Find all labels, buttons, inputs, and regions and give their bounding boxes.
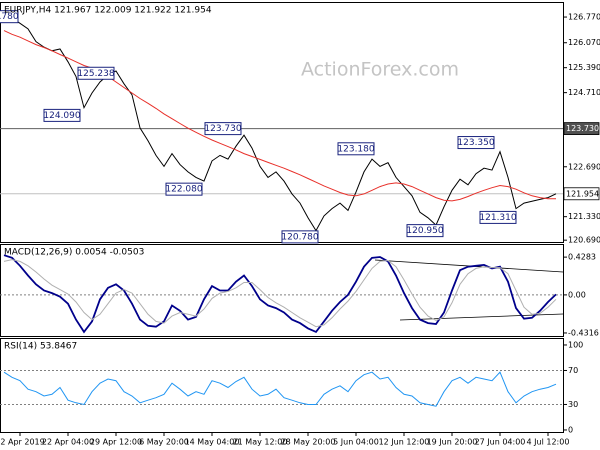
annotation-label: 122.080 (165, 185, 202, 195)
level-label: 123.730 (566, 124, 599, 133)
annotation-label: 126.780 (0, 12, 19, 22)
annotation-label: 121.310 (479, 213, 516, 223)
annotation-box (165, 182, 203, 196)
y-tick-label: 0.4283 (568, 253, 596, 262)
y-tick-label: 0.00 (568, 290, 586, 299)
y-tick-label: 0 (568, 425, 573, 434)
watermark: ActionForex.com (301, 59, 459, 81)
indicator-line (3, 254, 557, 334)
x-tick-label: 27 Jun 04:00 (475, 438, 526, 447)
y-tick-label: 126.770 (568, 13, 600, 22)
annotation-box (457, 136, 495, 150)
x-tick-label: 5 Jun 04:00 (333, 438, 379, 447)
level-label: 121.954 (566, 189, 599, 198)
level-box (563, 122, 600, 136)
panel-title: EURJPY,H4 121.967 122.009 121.922 121.95… (4, 6, 212, 16)
annotation-label: 123.350 (457, 138, 494, 148)
y-tick-label: 122.690 (568, 162, 600, 171)
x-tick-label: 19 Jun 20:00 (427, 438, 478, 447)
x-tick-label: 22 Apr 04:00 (42, 438, 94, 447)
y-tick-label: 125.390 (568, 63, 600, 72)
annotation-box (281, 230, 319, 244)
indicator-line (3, 371, 557, 407)
annotation-box (43, 108, 81, 122)
y-tick-label: 120.690 (568, 236, 600, 245)
x-tick-label: 29 Apr 12:00 (90, 438, 142, 447)
annotation-box (479, 210, 517, 224)
x-tick-label: 21 May 12:00 (233, 438, 288, 447)
annotation-label: 120.780 (281, 232, 318, 242)
y-tick-label: 124.710 (568, 88, 600, 97)
annotation-box (0, 10, 19, 24)
annotation-label: 123.730 (204, 124, 241, 134)
x-tick-label: 6 May 20:00 (139, 438, 189, 447)
annotation-label: 123.180 (337, 144, 374, 154)
panel-frame (0, 338, 564, 433)
panel-title: MACD(12,26,9) 0.0054 -0.0503 (4, 248, 144, 258)
y-tick-label: 30 (568, 400, 578, 409)
x-tick-label: 12 Jun 12:00 (379, 438, 430, 447)
x-tick-label: 14 May 04:00 (185, 438, 240, 447)
annotation-box (337, 142, 375, 156)
annotation-box (406, 224, 444, 238)
y-tick-label: 100 (568, 340, 583, 349)
x-tick-label: 4 Jul 12:00 (527, 438, 570, 447)
price-line (3, 17, 557, 232)
y-tick-label: 126.070 (568, 38, 600, 47)
x-tick-label: 12 Apr 2019 (0, 438, 45, 447)
annotation-label: 125.238 (77, 69, 114, 79)
annotation-label: 120.950 (406, 226, 443, 236)
indicator-line (3, 259, 557, 328)
y-tick-label: 121.330 (568, 212, 600, 221)
panel-title: RSI(14) 53.8467 (4, 342, 77, 352)
y-tick-label: 70 (568, 366, 578, 375)
annotation-box (77, 66, 115, 80)
annotation-label: 124.090 (43, 111, 80, 121)
x-tick-label: 28 May 20:00 (281, 438, 336, 447)
level-box (563, 187, 600, 201)
y-tick-label: -0.4316 (568, 328, 599, 337)
annotation-box (204, 122, 242, 136)
panel-frame (0, 244, 564, 337)
